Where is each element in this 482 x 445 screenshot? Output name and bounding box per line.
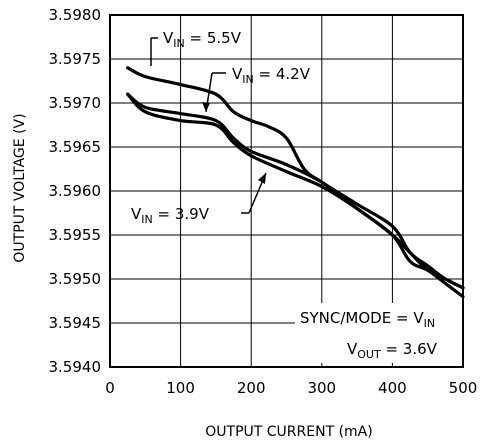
series-line-vin-3-9 xyxy=(126,92,465,290)
x-tick-label: 200 xyxy=(237,379,266,397)
y-tick-label: 3.5940 xyxy=(49,358,102,376)
x-tick-label: 500 xyxy=(449,379,478,397)
y-tick-label: 3.5950 xyxy=(49,270,102,288)
y-tick-label: 3.5960 xyxy=(49,182,102,200)
svg-text:VOUT = 3.6V: VOUT = 3.6V xyxy=(347,340,438,361)
x-tick-label: 400 xyxy=(378,379,407,397)
y-axis-label: OUTPUT VOLTAGE (V) xyxy=(12,113,28,262)
x-tick-label: 100 xyxy=(166,379,195,397)
y-tick-label: 3.5970 xyxy=(49,94,102,112)
x-tick-label: 300 xyxy=(307,379,336,397)
arrow-vin-3-9 xyxy=(258,173,266,184)
label-vin-3-9: VIN = 3.9V xyxy=(131,172,267,226)
svg-text:VIN = 4.2V: VIN = 4.2V xyxy=(232,65,311,86)
y-tick-label: 3.5955 xyxy=(49,226,102,244)
y-tick-label: 3.5945 xyxy=(49,314,102,332)
label-vin-4-2: VIN = 4.2V xyxy=(202,65,311,113)
svg-text:SYNC/MODE = VIN: SYNC/MODE = VIN xyxy=(300,309,435,330)
series-line-vin-4-2 xyxy=(126,92,465,299)
y-tick-label: 3.5980 xyxy=(49,6,102,24)
x-axis-label: OUTPUT CURRENT (mA) xyxy=(205,424,372,440)
svg-text:VIN = 5.5V: VIN = 5.5V xyxy=(163,29,242,50)
svg-text:VIN = 3.9V: VIN = 3.9V xyxy=(131,205,210,226)
y-tick-label: 3.5975 xyxy=(49,50,102,68)
arrow-vin-4-2 xyxy=(202,102,210,112)
x-tick-label: 0 xyxy=(105,379,115,397)
conditions-annotation: SYNC/MODE = VIN VOUT = 3.6V xyxy=(295,303,462,363)
grid xyxy=(110,15,463,367)
tick-labels: 0 100 200 300 400 500 3.5940 3.5945 3.5950 3.5955… xyxy=(49,6,478,397)
y-tick-label: 3.5965 xyxy=(49,138,102,156)
series-group xyxy=(126,66,465,299)
label-vin-5-5: VIN = 5.5V xyxy=(150,29,242,66)
plot-frame xyxy=(109,14,464,368)
